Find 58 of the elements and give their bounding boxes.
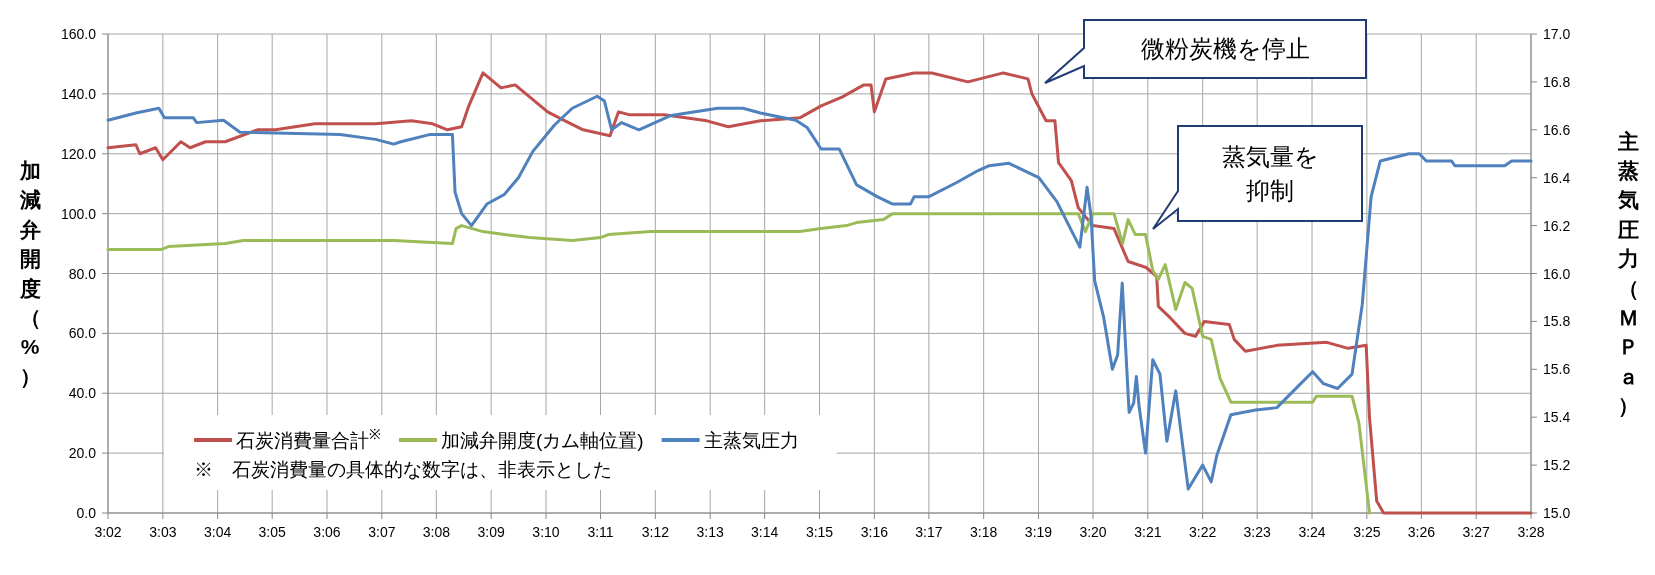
- x-tick-label: 3:07: [368, 524, 396, 540]
- x-tick-label: 3:21: [1134, 524, 1162, 540]
- x-tick-label: 3:06: [313, 524, 341, 540]
- y2-tick-label: 15.4: [1543, 409, 1571, 426]
- y-axis-title: 加減弁開度（%）: [18, 158, 41, 388]
- y2-tick-label: 17.0: [1543, 26, 1571, 42]
- x-tick-label: 3:04: [204, 524, 232, 540]
- y-tick-label: 0.0: [76, 505, 97, 521]
- y-tick-label: 120.0: [60, 145, 97, 162]
- x-tick-label: 3:22: [1189, 524, 1217, 540]
- y2-tick-label: 16.8: [1543, 73, 1571, 90]
- x-tick-label: 3:15: [805, 524, 834, 540]
- x-tick-label: 3:11: [587, 524, 614, 540]
- y-tick-label: 160.0: [60, 26, 97, 42]
- x-tick-label: 3:08: [422, 524, 451, 540]
- x-tick-label: 3:18: [970, 524, 998, 540]
- y-tick-label: 140.0: [60, 85, 97, 102]
- y2-tick-label: 15.8: [1543, 313, 1571, 330]
- x-tick-label: 3:25: [1353, 524, 1381, 540]
- y2-tick-label: 15.0: [1543, 505, 1571, 521]
- annotation: 蒸気量を抑制: [1221, 142, 1319, 204]
- x-tick-label: 3:19: [1024, 524, 1053, 540]
- legend-label: 加減弁開度(カム軸位置): [441, 430, 644, 451]
- x-tick-label: 3:10: [532, 524, 560, 540]
- y2-tick-label: 16.6: [1543, 121, 1571, 138]
- text: 主蒸気圧力（ＭＰａ）: [1617, 129, 1639, 418]
- y2-tick-label: 16.2: [1543, 217, 1571, 234]
- y2-tick-label: 16.4: [1543, 169, 1571, 186]
- y-tick-label: 60.0: [68, 325, 97, 342]
- x-tick-label: 3:14: [751, 524, 779, 540]
- y-tick-label: 100.0: [60, 205, 97, 222]
- legend-label: 主蒸気圧力: [703, 430, 799, 451]
- legend-label: 石炭消費量合計$^{※}$: [236, 426, 381, 451]
- x-tick-label: 3:05: [258, 524, 286, 540]
- y-tick-label: 80.0: [68, 265, 97, 282]
- annotation: 微粉炭機を停止: [1140, 35, 1310, 63]
- y-tick-label: 20.0: [68, 445, 97, 462]
- x-tick-label: 3:27: [1462, 524, 1491, 540]
- x-tick-label: 3:17: [915, 524, 943, 540]
- y2-tick-label: 15.2: [1543, 457, 1571, 474]
- x-tick-label: 3:13: [696, 524, 724, 540]
- x-tick-label: 3:28: [1517, 524, 1545, 540]
- x-tick-label: 3:23: [1243, 524, 1272, 540]
- y2-tick-label: 15.6: [1543, 361, 1571, 378]
- x-tick-label: 3:26: [1407, 524, 1436, 540]
- callout: 微粉炭機を停止: [1044, 19, 1367, 84]
- x-tick-label: 3:09: [477, 524, 505, 540]
- x-tick-label: 3:12: [641, 524, 670, 540]
- x-tick-label: 3:24: [1298, 524, 1326, 540]
- annotation: ※ 石炭消費量の具体的な数字は、非表示とした: [194, 459, 612, 480]
- x-tick-label: 3:20: [1079, 524, 1107, 540]
- x-tick-label: 3:02: [94, 524, 122, 540]
- y-tick-label: 40.0: [68, 385, 97, 402]
- x-tick-label: 3:16: [860, 524, 889, 540]
- line-series: [106, 212, 1371, 515]
- y2-tick-label: 16.0: [1543, 265, 1571, 282]
- x-tick-label: 3:03: [149, 524, 177, 540]
- callout: 蒸気量を抑制: [1152, 125, 1363, 230]
